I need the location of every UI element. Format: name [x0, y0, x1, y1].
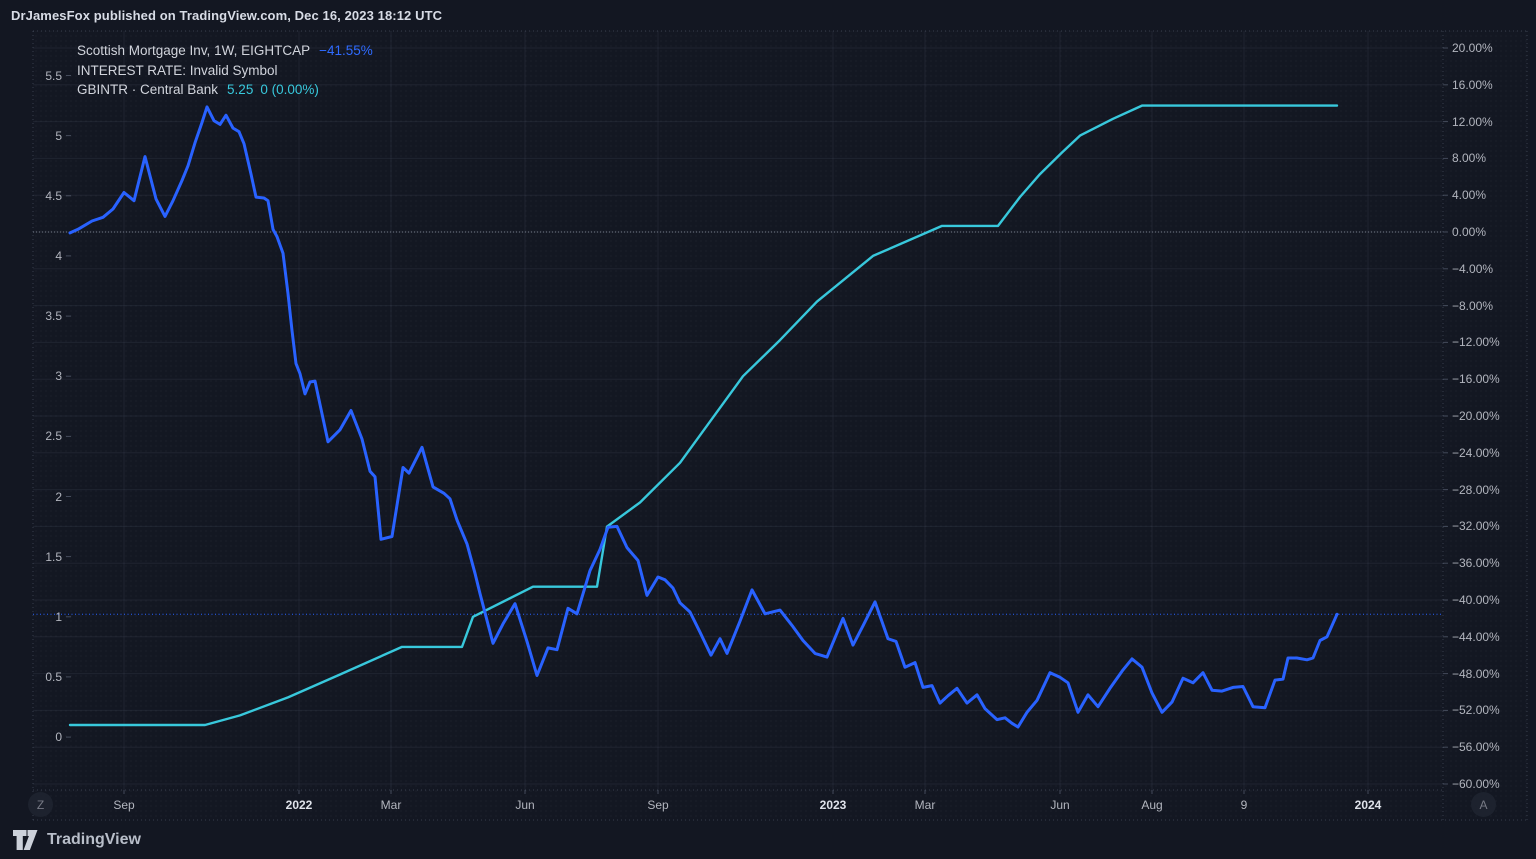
legend-row-gbintr[interactable]: GBINTR · Central Bank 5.25 0 (0.00%) — [77, 80, 373, 100]
legend-row-main-symbol[interactable]: Scottish Mortgage Inv, 1W, EIGHTCAP −41.5… — [77, 41, 373, 61]
main-symbol-change: −41.55% — [319, 43, 373, 58]
tradingview-logo-icon[interactable] — [13, 830, 38, 850]
timezone-button[interactable]: Z — [28, 792, 53, 817]
series-price-line[interactable] — [68, 105, 1339, 729]
gbintr-change: 0 (0.00%) — [260, 82, 319, 97]
price-lines — [33, 231, 1443, 615]
series-lines — [68, 104, 1339, 729]
gbintr-value: 5.25 — [227, 82, 254, 97]
timezone-button-label: Z — [36, 797, 45, 812]
auto-scale-button[interactable]: A — [1471, 792, 1496, 817]
gbintr-title: GBINTR · Central Bank — [77, 82, 219, 97]
series-rate-line[interactable] — [68, 104, 1339, 727]
grid-lines — [33, 31, 1448, 794]
invalid-symbol-text: INTEREST RATE: Invalid Symbol — [77, 62, 278, 78]
published-header: DrJamesFox published on TradingView.com,… — [0, 0, 1536, 31]
tradingview-wordmark[interactable]: TradingView — [47, 831, 141, 848]
chart-frame — [32, 30, 1528, 821]
footer-bar: TradingView — [0, 821, 1536, 859]
legend-row-invalid-symbol[interactable]: INTEREST RATE: Invalid Symbol — [77, 61, 373, 81]
chart-pane[interactable] — [33, 31, 1443, 790]
auto-scale-button-label: A — [1479, 797, 1488, 812]
main-symbol-title: Scottish Mortgage Inv, 1W, EIGHTCAP — [77, 43, 311, 58]
chart-legend: Scottish Mortgage Inv, 1W, EIGHTCAP −41.5… — [77, 41, 373, 100]
published-header-text: DrJamesFox published on TradingView.com,… — [11, 8, 443, 23]
dot-grid-background — [33, 31, 1527, 820]
